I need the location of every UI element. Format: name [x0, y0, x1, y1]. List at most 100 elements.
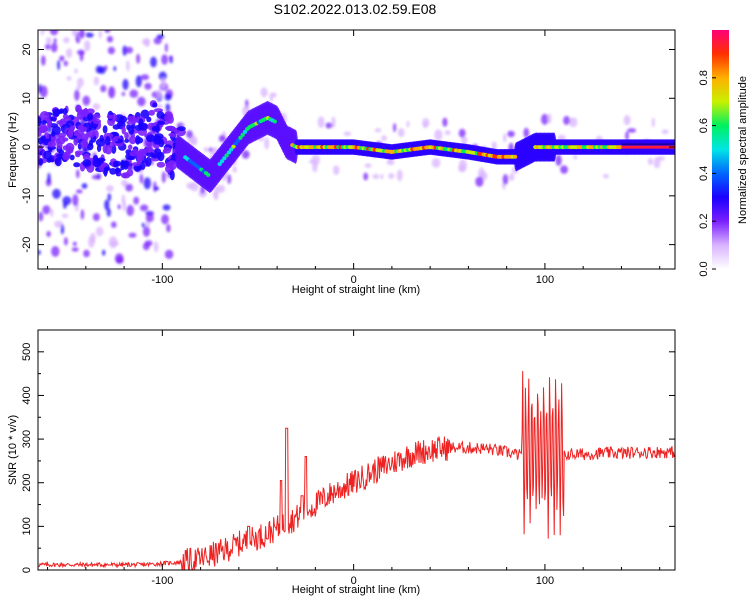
- spectrogram-noise-blob: [49, 30, 59, 36]
- spectrogram-noise-blob: [141, 222, 146, 228]
- spectrogram-noise-blob: [153, 37, 162, 45]
- spectrogram-ridge-core: [226, 150, 232, 155]
- spectrogram-cloud-blob: [156, 111, 165, 119]
- spectrogram-noise-blob: [153, 241, 159, 253]
- spectrogram-noise-blob: [57, 59, 61, 71]
- spectrogram-noise-blob: [144, 82, 152, 90]
- spectrogram-noise-blob: [95, 65, 103, 74]
- spectrogram-noise-blob: [79, 30, 85, 39]
- spectrogram-noise-blob: [61, 213, 69, 218]
- spectrogram-noise-blob: [653, 157, 661, 169]
- spectrogram-noise-blob: [555, 154, 562, 166]
- colorbar-ticks: 0.0 0.2 0.4 0.6 0.8: [698, 70, 716, 277]
- spectrogram-noise-blob: [126, 204, 134, 217]
- spectrogram-noise-blob: [343, 131, 352, 136]
- spectrogram-cloud-blob: [165, 125, 175, 131]
- spectrogram-noise-blob: [160, 77, 166, 90]
- snr-frame: [37, 329, 676, 571]
- spectrogram-cloud-blob: [169, 170, 175, 181]
- spectrogram-noise-blob: [503, 133, 507, 143]
- snr-ticks: -100 0 100 0 100 200 300 400 500: [21, 330, 675, 587]
- colorbar-tick-label: 0.4: [698, 166, 710, 181]
- spectrogram-noise-blob: [627, 128, 637, 133]
- spectrogram-cloud-blob: [131, 162, 141, 167]
- spectrogram-noise-blob: [42, 205, 51, 215]
- spectrogram-noise-blob: [104, 30, 111, 33]
- snr-y-tick-label: 500: [21, 343, 33, 361]
- spectrogram-cloud-blob: [55, 138, 61, 145]
- spectrogram-noise-blob: [218, 134, 226, 143]
- spectrogram-noise-blob: [161, 214, 169, 225]
- spectrogram-noise-blob: [72, 194, 79, 207]
- spectrogram-noise-blob: [100, 84, 107, 93]
- colorbar-tick-label: 0.0: [698, 261, 710, 276]
- spectrogram-cloud-blob: [99, 134, 104, 143]
- spectrogram-ridge-core: [238, 135, 243, 140]
- spectrogram-cloud-blob: [121, 126, 126, 135]
- spectrogram-ridge-core: [231, 144, 236, 149]
- spectrogram-noise-blob: [625, 131, 629, 141]
- spectrogram-cloud-blob: [109, 168, 117, 175]
- spectrogram-noise-blob: [164, 43, 168, 53]
- spectrogram-noise-blob: [91, 174, 101, 180]
- spectrogram-ridge-core: [222, 156, 227, 161]
- spectrogram-cloud-blob: [146, 134, 156, 143]
- spectrogram-noise-blob: [227, 174, 232, 185]
- spectrogram-noise-blob: [128, 232, 137, 238]
- spectrogram-cloud-blob: [138, 118, 144, 127]
- spectrogram-noise-blob: [260, 87, 268, 98]
- spectrogram-cloud-blob: [111, 137, 118, 143]
- spectrogram-noise-blob: [241, 150, 250, 159]
- spectrogram-y-tick-label: -20: [21, 237, 33, 253]
- spectrogram-noise-blob: [76, 169, 80, 179]
- spectrogram-cloud-blob: [54, 157, 62, 167]
- spectrogram-noise-blob: [104, 199, 110, 211]
- spectrogram-cloud-blob: [102, 125, 108, 134]
- spectrogram-noise-blob: [363, 172, 369, 181]
- spectrogram-cloud-blob: [39, 111, 50, 121]
- spectrogram-cloud-blob: [169, 160, 177, 170]
- spectrogram-noise-blob: [111, 221, 117, 228]
- spectrogram-noise-blob: [108, 236, 118, 249]
- spectrogram-noise-blob: [108, 86, 116, 99]
- spectrogram-noise-blob: [442, 117, 448, 127]
- spectrogram-noise-blob: [45, 37, 52, 45]
- spectrogram-cloud-blob: [136, 165, 142, 171]
- spectrogram-noise-blob: [81, 183, 88, 189]
- spectrogram-noise-blob: [317, 116, 325, 129]
- spectrogram-cloud-blob: [124, 132, 129, 140]
- spectrogram-cloud-blob: [92, 113, 101, 120]
- spectrogram-noise-blob: [82, 95, 91, 106]
- spectrogram-noise-blob: [76, 189, 83, 194]
- spectrogram-noise-blob: [145, 23, 151, 28]
- spectrogram-noise-blob: [325, 122, 333, 129]
- spectrogram-noise-blob: [523, 127, 530, 138]
- spectrogram-noise-blob: [145, 212, 154, 223]
- spectrogram-noise-blob: [458, 128, 466, 138]
- spectrogram-noise-blob: [380, 174, 384, 180]
- figure-title: S102.2022.013.02.59.E08: [274, 1, 437, 17]
- snr-marks: [38, 370, 675, 570]
- colorbar-tick-label: 0.8: [698, 70, 710, 85]
- spectrogram-noise-blob: [51, 246, 60, 257]
- spectrogram-cloud-blob: [52, 108, 60, 117]
- spectrogram-cloud-blob: [164, 113, 170, 122]
- spectrogram-cloud-blob: [119, 115, 128, 123]
- spectrogram-noise-blob: [85, 32, 94, 38]
- spectrogram-cloud-blob: [154, 133, 164, 140]
- spectrogram-noise-blob: [98, 30, 103, 39]
- spectrogram-noise-blob: [125, 46, 133, 54]
- spectrogram-cloud-blob: [88, 126, 97, 131]
- spectrogram-noise-blob: [71, 247, 79, 252]
- spectrogram-cloud-blob: [82, 153, 91, 161]
- spectrogram-cloud-blob: [155, 123, 160, 134]
- spectrogram-noise-blob: [132, 24, 141, 30]
- spectrogram-cloud-blob: [69, 125, 75, 135]
- spectrogram-noise-blob: [50, 42, 58, 53]
- snr-panel: -100 0 100 0 100 200 300 400 500 Height of strai…: [7, 329, 676, 596]
- spectrogram-cloud-blob: [129, 151, 137, 157]
- spectrogram-noise-blob: [80, 209, 85, 220]
- spectrogram-noise-blob: [142, 226, 151, 237]
- spectrogram-cloud-blob: [157, 120, 165, 125]
- spectrogram-cloud-blob: [73, 162, 81, 168]
